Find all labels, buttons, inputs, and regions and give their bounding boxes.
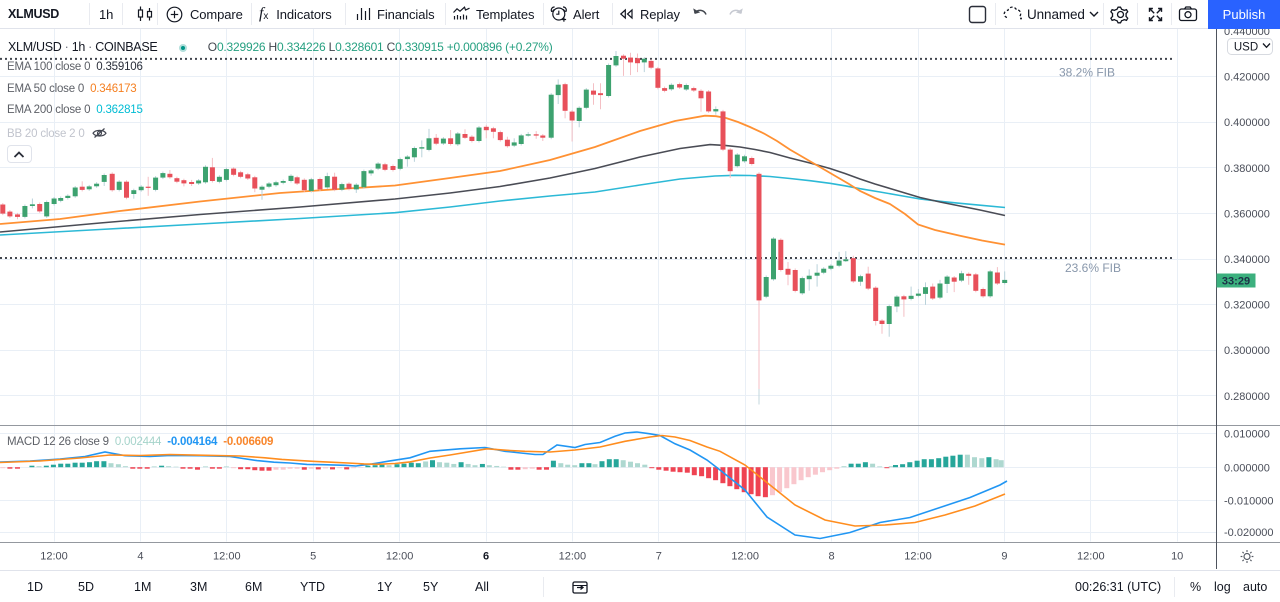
svg-text:USD: USD (1234, 42, 1258, 54)
svg-text:6: 6 (483, 551, 489, 563)
svg-text:5: 5 (310, 551, 316, 563)
svg-text:0.010000: 0.010000 (1224, 428, 1270, 440)
svg-text:12:00: 12:00 (213, 551, 241, 563)
svg-text:0.280000: 0.280000 (1224, 391, 1270, 403)
svg-text:12:00: 12:00 (559, 551, 587, 563)
svg-text:0.360000: 0.360000 (1224, 208, 1270, 220)
svg-text:0.400000: 0.400000 (1224, 117, 1270, 129)
svg-text:8: 8 (829, 551, 835, 563)
svg-text:0.420000: 0.420000 (1224, 72, 1270, 84)
svg-text:23.6% FIB: 23.6% FIB (1065, 261, 1121, 275)
svg-text:12:00: 12:00 (386, 551, 414, 563)
svg-text:12:00: 12:00 (731, 551, 759, 563)
svg-text:12:00: 12:00 (1077, 551, 1105, 563)
svg-text:0.380000: 0.380000 (1224, 163, 1270, 175)
svg-text:10: 10 (1171, 551, 1183, 563)
svg-text:4: 4 (137, 551, 143, 563)
svg-text:0.340000: 0.340000 (1224, 254, 1270, 266)
svg-text:-0.010000: -0.010000 (1224, 495, 1274, 507)
svg-text:0.300000: 0.300000 (1224, 345, 1270, 357)
svg-text:12:00: 12:00 (904, 551, 932, 563)
svg-text:33:29: 33:29 (1222, 276, 1250, 288)
svg-text:0.440000: 0.440000 (1224, 26, 1270, 38)
svg-text:0.000000: 0.000000 (1224, 462, 1270, 474)
svg-text:12:00: 12:00 (40, 551, 68, 563)
svg-text:0.320000: 0.320000 (1224, 300, 1270, 312)
svg-text:7: 7 (656, 551, 662, 563)
svg-text:9: 9 (1001, 551, 1007, 563)
svg-text:-0.020000: -0.020000 (1224, 527, 1274, 539)
svg-text:38.2% FIB: 38.2% FIB (1059, 66, 1115, 80)
